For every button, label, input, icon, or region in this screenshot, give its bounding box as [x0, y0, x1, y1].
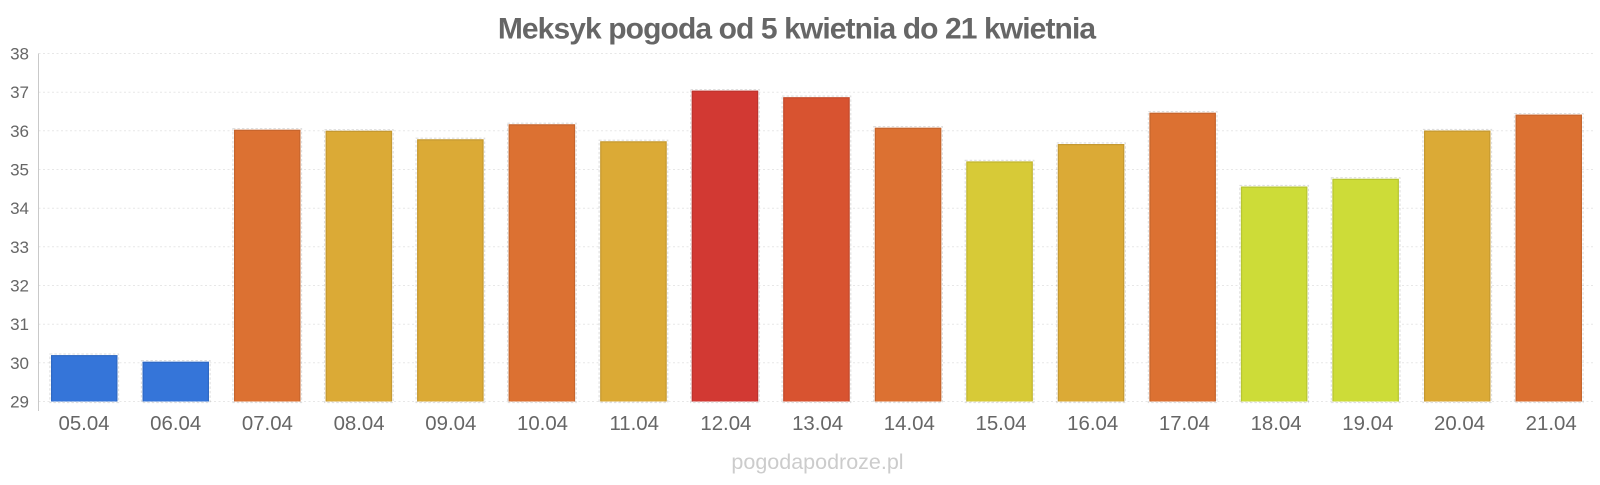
svg-text:14.04: 14.04 — [884, 413, 935, 435]
svg-text:33: 33 — [10, 238, 29, 257]
svg-text:17.04: 17.04 — [1159, 413, 1210, 435]
svg-text:35: 35 — [10, 161, 29, 180]
svg-text:32: 32 — [10, 277, 29, 296]
svg-text:11.04: 11.04 — [609, 413, 659, 435]
svg-text:10.04: 10.04 — [517, 413, 568, 435]
svg-text:05.04: 05.04 — [58, 413, 109, 435]
svg-text:13.04: 13.04 — [792, 413, 843, 435]
svg-text:34: 34 — [10, 199, 29, 218]
svg-text:21.04: 21.04 — [1526, 413, 1577, 435]
svg-text:18.04: 18.04 — [1251, 413, 1302, 435]
svg-text:08.04: 08.04 — [334, 413, 385, 435]
svg-text:38: 38 — [10, 45, 29, 64]
svg-text:29: 29 — [10, 393, 29, 412]
svg-text:19.04: 19.04 — [1342, 413, 1393, 435]
svg-text:09.04: 09.04 — [425, 413, 476, 435]
svg-text:07.04: 07.04 — [242, 413, 293, 435]
svg-text:36: 36 — [10, 122, 29, 141]
svg-text:06.04: 06.04 — [150, 413, 201, 435]
svg-text:20.04: 20.04 — [1434, 413, 1485, 435]
svg-text:15.04: 15.04 — [975, 413, 1026, 435]
svg-text:Meksyk pogoda od 5 kwietnia do: Meksyk pogoda od 5 kwietnia do 21 kwietn… — [498, 13, 1097, 46]
svg-text:16.04: 16.04 — [1067, 413, 1118, 435]
svg-text:30: 30 — [10, 354, 29, 373]
svg-text:pogodapodroze.pl: pogodapodroze.pl — [731, 450, 903, 474]
svg-text:37: 37 — [10, 83, 29, 102]
svg-text:12.04: 12.04 — [700, 413, 751, 435]
svg-text:31: 31 — [10, 315, 29, 334]
